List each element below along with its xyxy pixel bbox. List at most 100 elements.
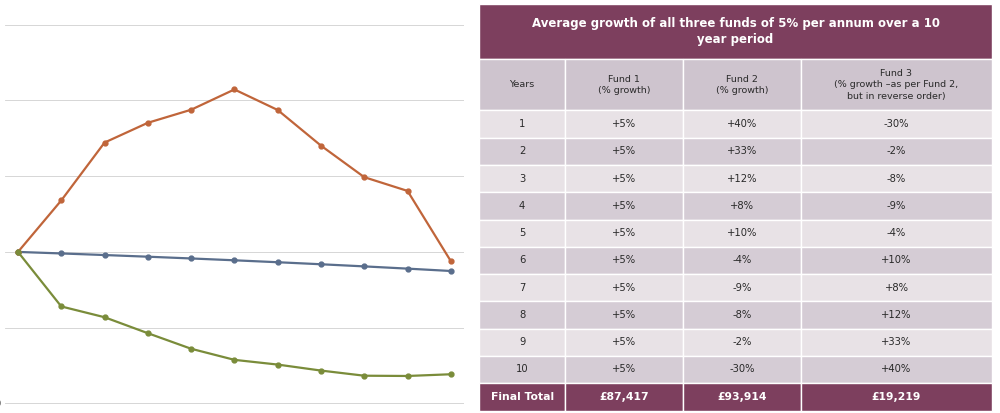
- Bar: [683, 329, 801, 356]
- Text: +5%: +5%: [612, 201, 636, 211]
- Bar: [479, 274, 565, 301]
- Bar: [801, 247, 992, 274]
- Bar: [565, 165, 683, 192]
- Text: +33%: +33%: [881, 337, 912, 347]
- Bar: [479, 4, 992, 59]
- Text: +8%: +8%: [730, 201, 754, 211]
- Text: -8%: -8%: [887, 173, 906, 184]
- Bar: [565, 383, 683, 411]
- Text: +5%: +5%: [612, 310, 636, 320]
- Fund 3: [185, 346, 197, 351]
- Text: -9%: -9%: [732, 282, 751, 293]
- Text: -4%: -4%: [887, 228, 906, 238]
- Fund 1: [228, 258, 240, 263]
- Text: +12%: +12%: [727, 173, 757, 184]
- Text: -8%: -8%: [732, 310, 751, 320]
- Fund 3: [315, 368, 327, 373]
- Text: +5%: +5%: [612, 173, 636, 184]
- Text: £87,417: £87,417: [599, 392, 649, 402]
- Fund 2: [272, 107, 284, 112]
- Bar: [479, 356, 565, 383]
- Text: 10: 10: [516, 365, 528, 375]
- Bar: [683, 274, 801, 301]
- Text: +5%: +5%: [612, 255, 636, 266]
- Fund 3: [272, 362, 284, 367]
- Fund 2: [185, 107, 197, 112]
- Line: Fund 2: Fund 2: [16, 87, 453, 263]
- Bar: [683, 301, 801, 329]
- Bar: [683, 110, 801, 138]
- Fund 2: [228, 87, 240, 92]
- Text: +5%: +5%: [612, 228, 636, 238]
- Fund 1: [12, 249, 24, 254]
- Fund 1: [272, 260, 284, 265]
- Bar: [565, 192, 683, 219]
- Fund 2: [445, 259, 457, 263]
- Text: -30%: -30%: [884, 119, 909, 129]
- Fund 2: [12, 249, 24, 254]
- Text: +12%: +12%: [881, 310, 912, 320]
- Fund 1: [185, 256, 197, 261]
- Bar: [683, 219, 801, 247]
- Text: 7: 7: [519, 282, 525, 293]
- Bar: [565, 356, 683, 383]
- Text: +5%: +5%: [612, 365, 636, 375]
- Text: +5%: +5%: [612, 146, 636, 157]
- Fund 2: [358, 175, 370, 180]
- Text: £93,914: £93,914: [717, 392, 767, 402]
- Fund 2: [99, 140, 111, 145]
- Bar: [479, 383, 565, 411]
- Text: 3: 3: [519, 173, 525, 184]
- Text: Fund 2
(% growth): Fund 2 (% growth): [716, 75, 768, 95]
- Bar: [683, 59, 801, 110]
- Bar: [565, 138, 683, 165]
- Fund 1: [445, 268, 457, 273]
- Text: 5: 5: [519, 228, 525, 238]
- Fund 1: [99, 253, 111, 258]
- Text: +5%: +5%: [612, 119, 636, 129]
- Text: Years: Years: [510, 81, 535, 89]
- Text: -9%: -9%: [887, 201, 906, 211]
- Text: Fund 1
(% growth): Fund 1 (% growth): [598, 75, 650, 95]
- Bar: [479, 110, 565, 138]
- Bar: [801, 219, 992, 247]
- Fund 3: [142, 331, 154, 336]
- Bar: [479, 301, 565, 329]
- Fund 1: [55, 251, 67, 256]
- Fund 2: [55, 198, 67, 203]
- Text: Final Total: Final Total: [491, 392, 554, 402]
- Fund 2: [142, 120, 154, 125]
- Bar: [801, 301, 992, 329]
- Bar: [801, 356, 992, 383]
- Bar: [801, 192, 992, 219]
- Text: -30%: -30%: [729, 365, 755, 375]
- Line: Fund 1: Fund 1: [16, 249, 453, 273]
- Text: £19,219: £19,219: [872, 392, 921, 402]
- Fund 1: [358, 264, 370, 269]
- Text: Fund 3
(% growth –as per Fund 2,
but in reverse order): Fund 3 (% growth –as per Fund 2, but in …: [834, 69, 959, 101]
- Fund 1: [315, 262, 327, 267]
- Bar: [683, 138, 801, 165]
- Bar: [683, 247, 801, 274]
- Fund 3: [228, 357, 240, 362]
- Text: +40%: +40%: [727, 119, 757, 129]
- Bar: [801, 110, 992, 138]
- Fund 2: [315, 143, 327, 148]
- Text: 8: 8: [519, 310, 525, 320]
- Text: 1: 1: [519, 119, 525, 129]
- Bar: [479, 329, 565, 356]
- Line: Fund 3: Fund 3: [16, 249, 453, 378]
- Bar: [479, 165, 565, 192]
- Bar: [479, 138, 565, 165]
- Bar: [801, 274, 992, 301]
- Bar: [801, 383, 992, 411]
- Text: 4: 4: [519, 201, 525, 211]
- Fund 1: [402, 266, 414, 271]
- Bar: [565, 301, 683, 329]
- Text: 6: 6: [519, 255, 525, 266]
- Text: -2%: -2%: [732, 337, 751, 347]
- Text: +10%: +10%: [727, 228, 757, 238]
- Bar: [565, 247, 683, 274]
- Bar: [683, 356, 801, 383]
- Bar: [479, 247, 565, 274]
